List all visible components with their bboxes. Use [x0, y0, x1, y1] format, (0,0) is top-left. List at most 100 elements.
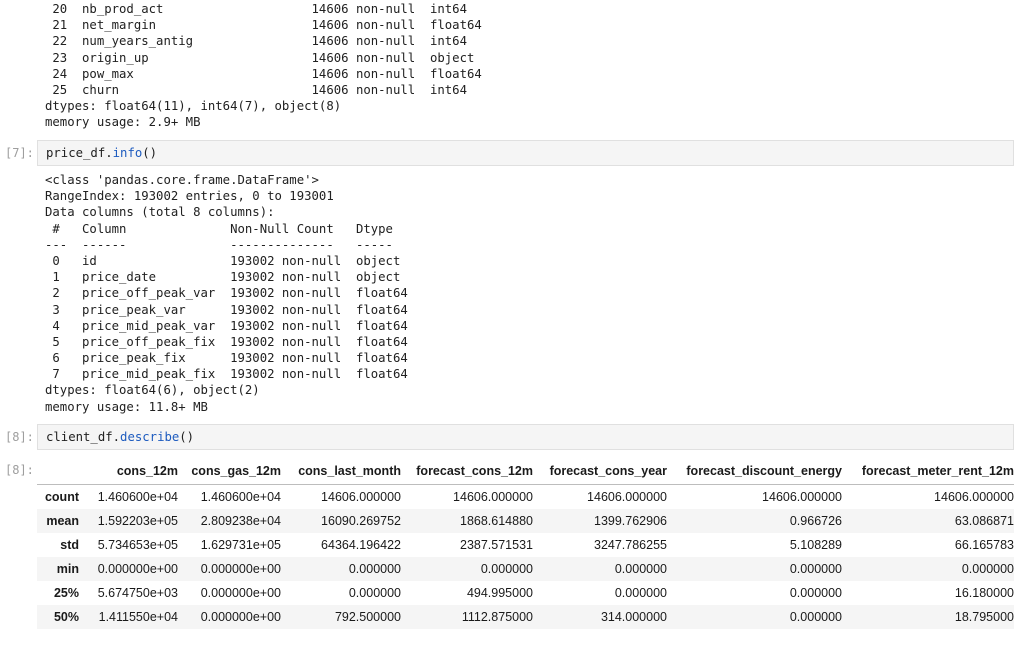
table-header-row: cons_12m cons_gas_12m cons_last_month forec…: [37, 458, 1014, 485]
cell-8-prompt: [8]:: [5, 430, 34, 444]
column-header: forecast_cons_year: [533, 458, 667, 485]
output-line: memory usage: 2.9+ MB: [45, 115, 201, 130]
table-cell: 0.000000: [614, 586, 667, 600]
code-parens: (): [142, 146, 158, 160]
client-info-output: 20 nb_prod_act 14606 non-null int64 21 n…: [45, 1, 482, 131]
output-line: 21 net_margin 14606 non-null float64: [45, 18, 482, 33]
output-line: 25 churn 14606 non-null int64: [45, 82, 467, 97]
table-cell: 0.000000: [480, 562, 533, 576]
table-cell: 0.000000: [961, 562, 1014, 576]
index-header: [37, 458, 79, 485]
table-cell: 1.411550e+04: [98, 610, 178, 624]
cell-7-prompt: [7]:: [5, 146, 34, 160]
column-header: forecast_cons_12m: [401, 458, 533, 485]
column-header: cons_last_month: [281, 458, 401, 485]
table-cell: 0.000000: [614, 562, 667, 576]
table-cell: 1399.762906: [594, 514, 667, 528]
describe-table: cons_12m cons_gas_12m cons_last_month forec…: [37, 458, 1014, 629]
table-row: min 0.000000e+00 0.000000e+00 0.000000 0.000…: [37, 557, 1014, 581]
table-cell: 3247.786255: [594, 538, 667, 552]
output-line: dtypes: float64(11), int64(7), object(8): [45, 99, 342, 114]
table-cell: 14606.000000: [934, 490, 1014, 504]
table-cell: 0.000000e+00: [97, 562, 178, 576]
code-input[interactable]: client_df.describe(): [46, 430, 194, 444]
output-line: <class 'pandas.core.frame.DataFrame'>: [45, 173, 319, 187]
output-line: 5 price_off_peak_fix 193002 non-null flo…: [45, 334, 408, 349]
table-cell: 792.500000: [334, 610, 401, 624]
table-cell: 0.000000: [789, 610, 842, 624]
code-cell-8[interactable]: client_df.describe(): [37, 424, 1014, 450]
output-line: 24 pow_max 14606 non-null float64: [45, 66, 482, 81]
row-label: 50%: [53, 610, 79, 624]
table-cell: 0.000000: [789, 586, 842, 600]
table-cell: 0.000000: [789, 562, 842, 576]
output-line: 4 price_mid_peak_var 193002 non-null flo…: [45, 318, 408, 333]
table-cell: 2387.571531: [460, 538, 533, 552]
output-line: RangeIndex: 193002 entries, 0 to 193001: [45, 189, 334, 204]
table-cell: 64364.196422: [321, 538, 401, 552]
output-8-prompt: [8]:: [5, 463, 34, 477]
table-cell: 18.795000: [954, 610, 1014, 624]
table-cell: 0.000000: [348, 586, 401, 600]
output-line: # Column Non-Null Count Dtype: [45, 221, 393, 236]
output-line: 7 price_mid_peak_fix 193002 non-null flo…: [45, 367, 408, 382]
column-header: cons_12m: [79, 458, 178, 485]
row-label: min: [56, 562, 79, 576]
output-line: 0 id 193002 non-null object: [45, 253, 401, 268]
table-row: 50% 1.411550e+04 0.000000e+00 792.500000 111…: [37, 605, 1014, 629]
table-cell: 0.000000e+00: [200, 610, 281, 624]
table-cell: 66.165783: [954, 538, 1014, 552]
table-cell: 16090.269752: [321, 514, 401, 528]
row-label: count: [44, 490, 79, 504]
output-line: Data columns (total 8 columns):: [45, 205, 275, 220]
table-cell: 14606.000000: [453, 490, 533, 504]
table-row: mean 1.592203e+05 2.809238e+04 16090.269752…: [37, 509, 1014, 533]
table-cell: 2.809238e+04: [200, 514, 281, 528]
output-line: dtypes: float64(6), object(2): [45, 383, 260, 398]
row-label: 25%: [53, 586, 79, 600]
price-info-output: <class 'pandas.core.frame.DataFrame'> Ran…: [45, 172, 408, 415]
table-cell: 0.000000e+00: [200, 586, 281, 600]
table-cell: 314.000000: [600, 610, 667, 624]
output-line: memory usage: 11.8+ MB: [45, 399, 208, 414]
code-input[interactable]: price_df.info(): [46, 146, 157, 160]
output-line: 1 price_date 193002 non-null object: [45, 270, 401, 285]
output-line: 3 price_peak_var 193002 non-null float64: [45, 302, 408, 317]
table-cell: 1.460600e+04: [97, 490, 178, 504]
table-cell: 1.460600e+04: [200, 490, 281, 504]
table-cell: 5.108289: [789, 538, 842, 552]
table-cell: 494.995000: [466, 586, 533, 600]
output-line: --- ------ -------------- -----: [45, 237, 393, 252]
table-cell: 14606.000000: [762, 490, 842, 504]
table-row: count 1.460600e+04 1.460600e+04 14606.00000…: [37, 485, 1014, 510]
code-object: client_df.: [46, 430, 121, 444]
output-line: 6 price_peak_fix 193002 non-null float64: [45, 351, 408, 366]
output-line: 23 origin_up 14606 non-null object: [45, 50, 475, 65]
code-cell-7[interactable]: price_df.info(): [37, 140, 1014, 166]
table-cell: 1868.614880: [460, 514, 533, 528]
code-method: info: [112, 146, 143, 160]
code-parens: (): [179, 430, 195, 444]
column-header: forecast_discount_energy: [667, 458, 842, 485]
column-header: cons_gas_12m: [178, 458, 281, 485]
output-line: 2 price_off_peak_var 193002 non-null flo…: [45, 286, 408, 301]
row-label: mean: [46, 514, 79, 528]
table-cell: 1.629731e+05: [200, 538, 281, 552]
table-cell: 1112.875000: [461, 610, 533, 624]
code-method: describe: [120, 430, 180, 444]
output-line: 22 num_years_antig 14606 non-null int64: [45, 34, 467, 49]
table-row: std 5.734653e+05 1.629731e+05 64364.196422 2…: [37, 533, 1014, 557]
table-cell: 14606.000000: [587, 490, 667, 504]
table-row: 25% 5.674750e+03 0.000000e+00 0.000000 494.9…: [37, 581, 1014, 605]
column-header: forecast_meter_rent_12m: [842, 458, 1014, 485]
table-cell: 16.180000: [954, 586, 1014, 600]
table-cell: 1.592203e+05: [97, 514, 178, 528]
code-object: price_df.: [46, 146, 113, 160]
table-cell: 5.734653e+05: [97, 538, 178, 552]
output-line: 20 nb_prod_act 14606 non-null int64: [45, 2, 467, 16]
row-label: std: [60, 538, 79, 552]
table-cell: 63.086871: [954, 514, 1014, 528]
table-cell: 0.000000: [348, 562, 401, 576]
table-cell: 14606.000000: [321, 490, 401, 504]
table-cell: 0.966726: [789, 514, 842, 528]
